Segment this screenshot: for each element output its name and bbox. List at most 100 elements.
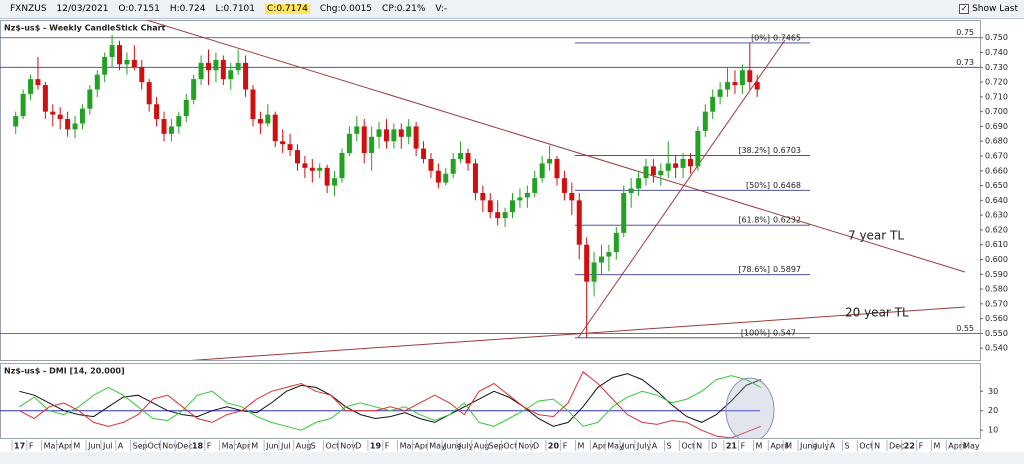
candle-body bbox=[643, 166, 649, 179]
x-tick-label: N bbox=[696, 442, 702, 451]
fib-label: [50%] bbox=[746, 181, 770, 190]
candle-body bbox=[517, 197, 523, 201]
candle-body bbox=[480, 192, 486, 201]
x-tick-label: S bbox=[667, 442, 672, 451]
x-tick-label: 21 bbox=[726, 442, 738, 451]
fib-value: 0.5897 bbox=[773, 265, 801, 274]
candle-body bbox=[591, 262, 597, 282]
x-tick-label: Aug bbox=[296, 442, 312, 451]
level-label: 0.75 bbox=[956, 28, 974, 37]
candle-body bbox=[665, 163, 671, 171]
y-tick-label: 0.650 bbox=[985, 181, 1008, 190]
candle-body bbox=[369, 136, 375, 154]
scrollbar[interactable] bbox=[0, 452, 1024, 464]
fib-value: 0.6703 bbox=[773, 146, 801, 155]
trend-line bbox=[144, 20, 966, 273]
candle-body bbox=[13, 116, 19, 127]
candle-body bbox=[79, 108, 85, 124]
y-tick-label: 0.640 bbox=[985, 196, 1008, 205]
y-tick-label: 0.550 bbox=[985, 329, 1008, 338]
candle-body bbox=[561, 178, 567, 193]
candle-body bbox=[739, 70, 745, 86]
candle-body bbox=[695, 130, 701, 167]
x-tick-label: D bbox=[711, 442, 717, 451]
candle-body bbox=[465, 153, 471, 164]
candle-body bbox=[161, 119, 167, 134]
checkbox[interactable]: ✓ bbox=[959, 4, 970, 14]
show-last[interactable]: ✓ Show Last bbox=[949, 4, 1018, 14]
candle-body bbox=[702, 111, 708, 131]
x-tick-label: July bbox=[814, 442, 830, 451]
candle-body bbox=[754, 82, 760, 90]
candle-body bbox=[302, 163, 308, 168]
candle-body bbox=[421, 148, 427, 159]
candle-body bbox=[109, 45, 115, 57]
fib-value: 0.547 bbox=[773, 328, 796, 337]
volume: V:- bbox=[435, 4, 448, 14]
x-tick-label: Jun bbox=[265, 442, 279, 451]
x-tick-label: Oct bbox=[503, 442, 517, 451]
candle-body bbox=[35, 79, 41, 86]
candle-body bbox=[495, 212, 501, 219]
candle-body bbox=[383, 129, 389, 142]
x-tick-label: April bbox=[948, 442, 966, 451]
candle-body bbox=[250, 89, 256, 120]
candle-body bbox=[183, 99, 189, 117]
candle-body bbox=[235, 62, 241, 71]
y-tick-label: 0.740 bbox=[985, 48, 1008, 57]
x-tick-label: Nov bbox=[518, 442, 534, 451]
candle-body bbox=[569, 192, 575, 201]
x-tick-label: 22 bbox=[904, 442, 915, 451]
candle-body bbox=[213, 59, 219, 71]
change-pct: CP:0.21% bbox=[382, 4, 426, 14]
x-tick-label: D bbox=[533, 442, 539, 451]
x-tick-label: M bbox=[933, 442, 940, 451]
candle-body bbox=[294, 150, 300, 164]
candle-body bbox=[265, 114, 271, 124]
highlight-ellipse bbox=[725, 377, 775, 438]
x-tick-label: Sep bbox=[489, 442, 504, 451]
y-tick-label: 0.570 bbox=[985, 299, 1008, 308]
candle-body bbox=[176, 116, 182, 127]
fib-value: 0.7465 bbox=[773, 33, 801, 42]
candle-body bbox=[725, 82, 731, 90]
candle-body bbox=[117, 45, 123, 65]
candle-body bbox=[472, 163, 478, 193]
candle-body bbox=[458, 153, 464, 159]
x-tick-label: M bbox=[578, 442, 585, 451]
x-tick-label: June bbox=[799, 442, 818, 451]
y-tick-label: 0.660 bbox=[985, 166, 1008, 175]
candle-body bbox=[539, 163, 545, 179]
candle-body bbox=[361, 126, 367, 154]
x-tick-label: May bbox=[607, 442, 624, 451]
x-tick-label: 20 bbox=[548, 442, 560, 451]
candle-body bbox=[20, 93, 26, 117]
candle-body bbox=[309, 167, 315, 171]
y-tick-label: 0.540 bbox=[985, 344, 1008, 353]
candle-body bbox=[324, 167, 330, 186]
fib-label: [61.8%] bbox=[738, 216, 770, 225]
candle-body bbox=[613, 232, 619, 253]
candle-body bbox=[628, 188, 634, 193]
x-tick-label: Dec bbox=[889, 442, 904, 451]
candle-body bbox=[191, 79, 197, 100]
dmi-tick-label: 10 bbox=[988, 426, 998, 435]
candle-body bbox=[584, 244, 590, 282]
candle-body bbox=[443, 173, 449, 183]
x-tick-label: M bbox=[785, 442, 792, 451]
fib-value: 0.6468 bbox=[773, 181, 801, 190]
x-tick-label: Nov bbox=[340, 442, 356, 451]
y-tick-label: 0.710 bbox=[985, 92, 1008, 101]
symbol: FXNZUS bbox=[10, 4, 47, 14]
candle-body bbox=[317, 167, 323, 171]
y-tick-label: 0.680 bbox=[985, 137, 1008, 146]
candle-body bbox=[673, 163, 679, 168]
x-tick-label: Jun bbox=[621, 442, 635, 451]
dmi-panel bbox=[0, 363, 981, 439]
x-tick-label: S bbox=[844, 442, 849, 451]
y-tick-label: 0.620 bbox=[985, 225, 1008, 234]
x-tick-label: Dec bbox=[177, 442, 192, 451]
x-tick-label: Apr bbox=[236, 442, 251, 451]
low: L:0.7101 bbox=[215, 4, 255, 14]
